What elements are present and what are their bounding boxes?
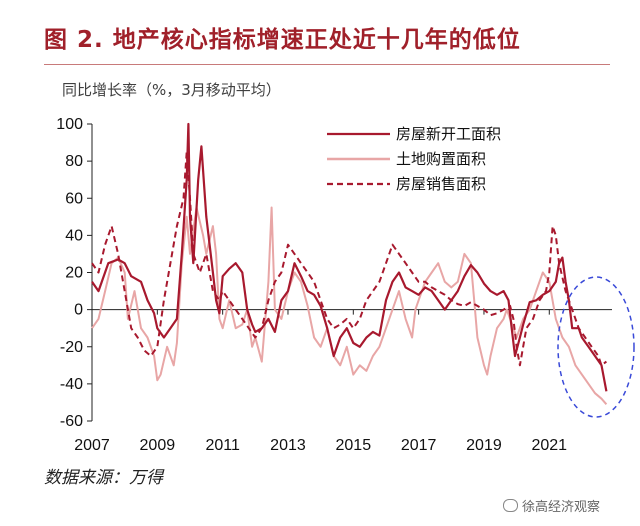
title-divider — [44, 64, 610, 65]
x-tick-label: 2013 — [270, 437, 306, 454]
watermark-text: 徐高经济观察 — [522, 500, 601, 515]
y-tick-label: -60 — [60, 413, 83, 430]
x-tick-label: 2009 — [140, 437, 176, 454]
source-note: 数据来源：万得 — [44, 468, 163, 488]
x-tick-label: 2011 — [205, 437, 240, 454]
x-tick-label: 2015 — [336, 437, 372, 454]
x-tick-label: 2019 — [466, 437, 502, 454]
series-line-2 — [91, 206, 608, 405]
series-line-1 — [91, 122, 608, 392]
page-title: 图 2. 地产核心指标增速正处近十几年的低位 — [44, 27, 521, 53]
y-tick-label: 100 — [56, 116, 83, 133]
y-tick-label: 0 — [74, 302, 83, 319]
wechat-icon — [503, 499, 518, 512]
x-tick-label: 2017 — [401, 437, 437, 454]
watermark: 徐高经济观察 — [503, 496, 600, 515]
x-tick-label: 2021 — [531, 437, 567, 454]
legend-label-3: 房屋销售面积 — [396, 175, 486, 193]
x-tick-label: 2007 — [74, 437, 110, 454]
highlight-ellipse — [557, 276, 635, 418]
y-tick-label: 60 — [65, 190, 83, 207]
legend-label-2: 土地购置面积 — [396, 150, 486, 168]
chart-ylabel: 同比增长率（%，3月移动平均） — [62, 81, 281, 99]
legend-label-1: 房屋新开工面积 — [396, 125, 501, 143]
y-tick-label: 80 — [65, 153, 83, 170]
series-line-3 — [91, 150, 608, 367]
y-tick-label: 20 — [65, 265, 83, 282]
y-tick-label: -20 — [60, 339, 83, 356]
y-tick-label: 40 — [65, 227, 83, 244]
y-tick-label: -40 — [60, 376, 83, 393]
